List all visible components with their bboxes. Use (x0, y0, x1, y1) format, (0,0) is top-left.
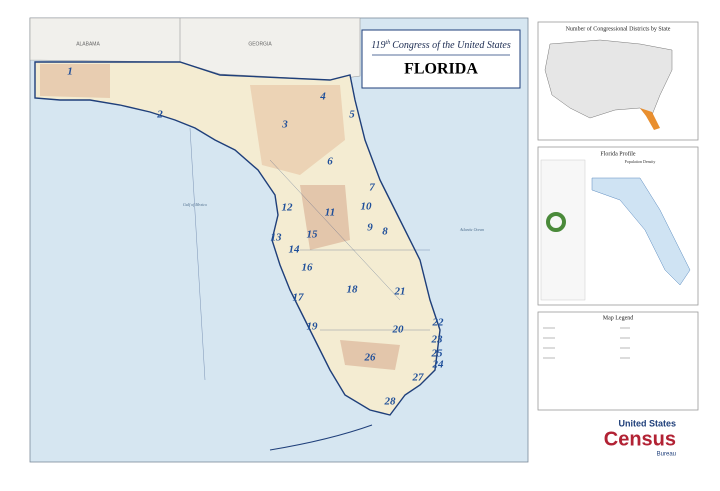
district-number: 23 (431, 334, 444, 346)
logo-line: United States (618, 418, 676, 428)
district-number: 14 (289, 244, 301, 256)
panel-subtitle: Population Density (625, 159, 656, 164)
florida-highlight (640, 108, 660, 130)
congress-suffix: th (386, 40, 391, 46)
title-box (361, 29, 521, 89)
district-number: 9 (367, 222, 373, 234)
district-number: 12 (282, 202, 294, 214)
district-shade (250, 85, 345, 175)
district-shade (340, 340, 400, 370)
district-number: 6 (327, 156, 333, 168)
district-number: 15 (307, 229, 319, 241)
florida-outline (34, 61, 441, 416)
density-map (591, 177, 691, 286)
district-number: 16 (302, 262, 314, 274)
panel (537, 311, 699, 411)
profile-table (540, 159, 586, 301)
congress-text: Congress of the United States (392, 40, 511, 51)
district-number: 25 (431, 348, 444, 360)
district-number: 4 (319, 91, 326, 103)
water-label: Gulf of Mexico (183, 202, 207, 207)
district-number: 20 (392, 324, 405, 336)
neighbor-label: ALABAMA (76, 41, 100, 47)
district-number: 28 (384, 396, 397, 408)
water-label: Atlantic Ocean (459, 227, 484, 232)
district-shade (300, 185, 350, 250)
district-number: 24 (432, 359, 445, 371)
district-number: 18 (347, 284, 359, 296)
district-boundary (189, 127, 430, 381)
district-number: 7 (369, 182, 375, 194)
panel-title: Florida Profile (600, 150, 635, 157)
panel-title: Map Legend (603, 315, 634, 321)
district-number: 8 (382, 226, 388, 238)
district-number: 22 (432, 317, 445, 329)
florida-keys (269, 424, 373, 451)
logo-line: Bureau (657, 452, 676, 458)
district-shade (40, 64, 110, 98)
district-number: 1 (67, 66, 73, 78)
district-number: 3 (281, 119, 288, 131)
district-number: 11 (325, 207, 335, 219)
district-number: 26 (364, 352, 377, 364)
district-number: 13 (271, 232, 283, 244)
legend-symbols (543, 327, 630, 359)
state-title: FLORIDA (404, 61, 478, 78)
district-number: 10 (361, 201, 373, 213)
district-number: 21 (394, 286, 406, 298)
logo-census: Census (604, 428, 676, 450)
district-number: 27 (412, 372, 425, 384)
profile-donut (546, 212, 566, 232)
district-number: 17 (293, 292, 305, 304)
panel-title: Number of Congressional Districts by Sta… (566, 25, 671, 32)
district-number: 2 (156, 109, 163, 121)
congress-title: 119th Congress of the United States (371, 40, 511, 51)
district-number: 5 (349, 109, 355, 121)
congress-number: 119 (371, 40, 385, 51)
district-number: 19 (307, 321, 319, 333)
neighbor-label: GEORGIA (248, 41, 272, 47)
